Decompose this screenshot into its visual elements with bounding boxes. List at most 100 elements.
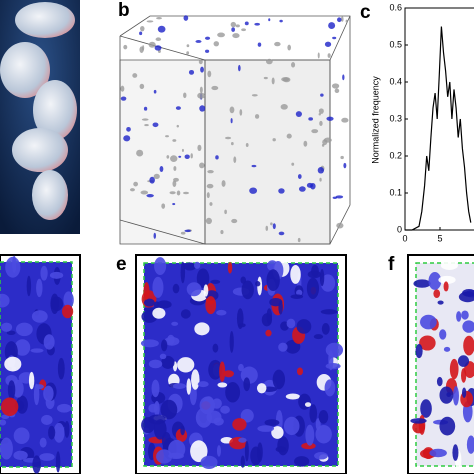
pore [303, 140, 308, 147]
pore [204, 36, 211, 40]
pore [317, 52, 320, 59]
pore [178, 155, 182, 158]
blob [212, 343, 219, 353]
blob [205, 296, 217, 315]
blob [277, 436, 289, 456]
pore [286, 133, 292, 139]
blob [220, 405, 230, 414]
blob [463, 335, 474, 356]
pore [332, 36, 337, 40]
pore [176, 190, 181, 196]
blob [159, 353, 167, 360]
blob [412, 421, 426, 434]
pore [132, 73, 138, 78]
blob [419, 335, 436, 351]
blob [48, 425, 56, 440]
blob [285, 393, 301, 400]
blob [229, 330, 234, 353]
panel-label: c [360, 2, 371, 23]
pore [340, 155, 344, 160]
blob [257, 425, 275, 432]
blob [39, 453, 55, 461]
blob [0, 419, 7, 426]
pore [190, 153, 193, 159]
pore [327, 53, 331, 58]
pore [322, 139, 328, 146]
pore [244, 21, 249, 26]
blob [161, 431, 172, 450]
pore [149, 176, 155, 184]
blob [36, 278, 43, 298]
blob [290, 294, 304, 299]
blob [180, 425, 185, 436]
blob [243, 377, 251, 392]
blob [196, 268, 210, 289]
blob [32, 455, 41, 474]
pore [265, 225, 269, 231]
blob [449, 358, 459, 380]
pore [298, 186, 306, 192]
blob [320, 309, 338, 315]
blob [440, 260, 458, 270]
blob [40, 265, 48, 281]
blob [296, 367, 304, 376]
blob [443, 281, 449, 292]
pore [209, 202, 213, 206]
pore [230, 142, 234, 146]
pore [342, 74, 345, 81]
blob [1, 397, 19, 417]
blob [244, 440, 249, 462]
pore [318, 108, 324, 114]
pore [183, 92, 187, 99]
blob [200, 455, 218, 469]
blob [462, 320, 474, 333]
pore [279, 19, 283, 23]
blob [420, 399, 432, 418]
blob [1, 414, 10, 419]
pore [311, 129, 319, 134]
blob [410, 418, 427, 424]
panel-label: f [388, 254, 395, 275]
blob [305, 424, 315, 446]
pore [343, 162, 347, 169]
pore [148, 41, 156, 48]
pore [265, 58, 273, 65]
pore [319, 177, 322, 182]
blob [283, 416, 300, 436]
pore [341, 117, 349, 123]
blob [151, 379, 160, 398]
pore [207, 169, 214, 174]
blob [286, 318, 296, 329]
pore [231, 27, 235, 32]
pore [197, 144, 202, 152]
pore [337, 17, 342, 23]
pore [308, 117, 313, 121]
blob [55, 451, 61, 473]
y-axis-label: Normalized frequency [370, 76, 380, 164]
blob [266, 269, 280, 292]
y-tick-label: 0 [397, 224, 402, 234]
pore [220, 230, 224, 235]
pore [146, 20, 154, 23]
pore [172, 202, 176, 206]
blob [261, 313, 273, 327]
pore [144, 124, 149, 127]
blob [4, 356, 22, 372]
blob [148, 403, 158, 413]
pore [139, 31, 143, 36]
blob [265, 329, 272, 337]
blob [43, 385, 54, 402]
blob [208, 359, 223, 380]
pore [306, 182, 313, 188]
pore [238, 64, 241, 72]
blob [240, 455, 245, 468]
volume-texture [0, 255, 474, 474]
blob [194, 261, 201, 269]
y-tick-label: 0.3 [389, 113, 402, 123]
y-tick-label: 0.2 [389, 150, 402, 160]
pore [140, 25, 145, 32]
blob [199, 396, 216, 415]
blob [33, 383, 40, 406]
pore [143, 106, 148, 111]
blob [167, 334, 175, 345]
